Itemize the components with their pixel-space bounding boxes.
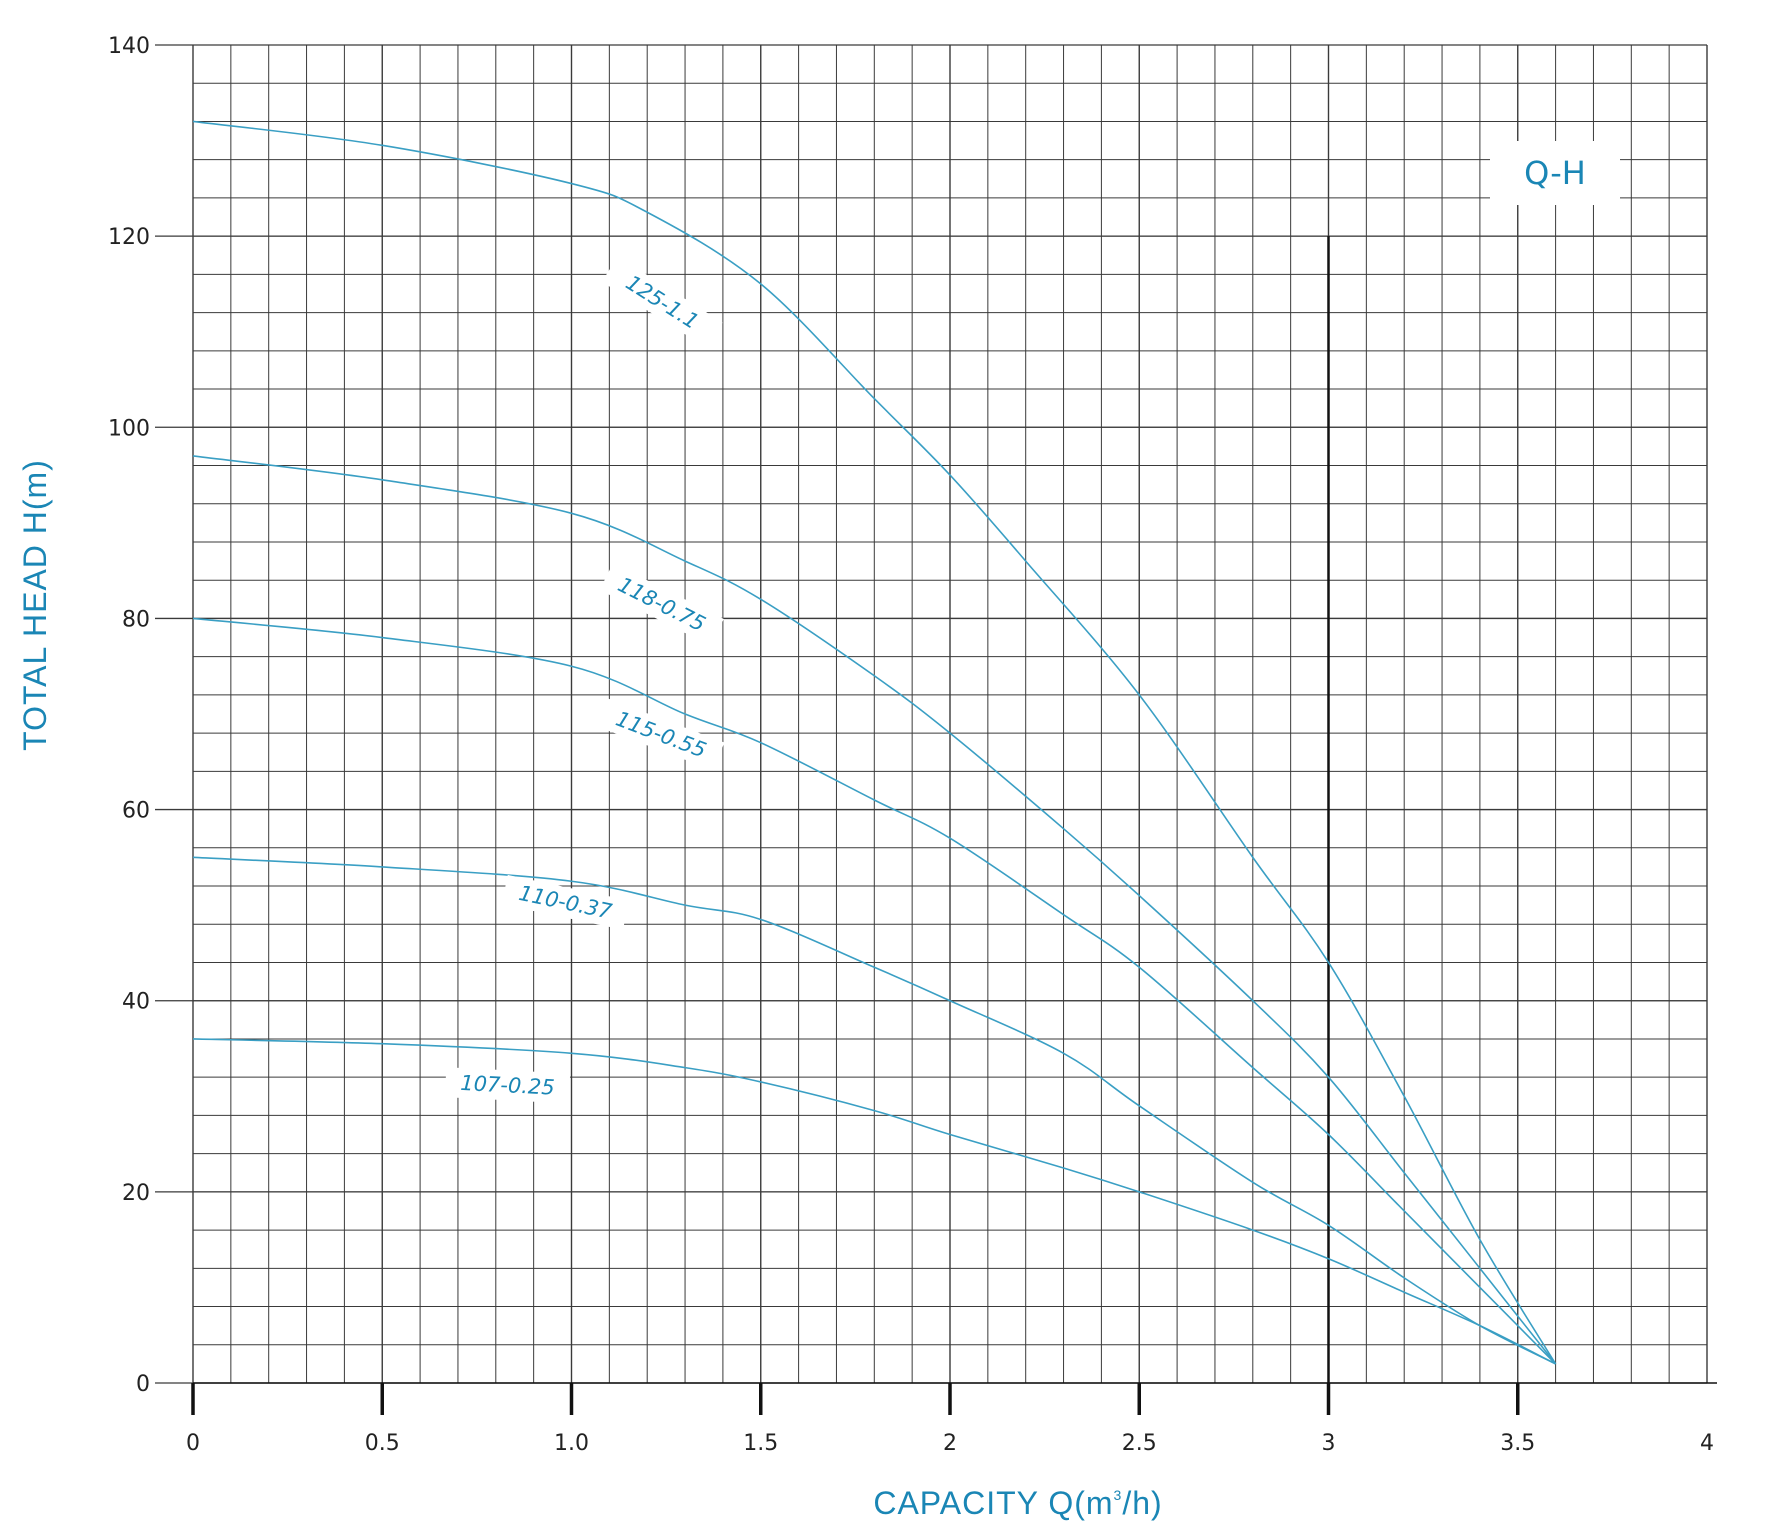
curve-125-1.1 bbox=[192, 120, 1557, 1365]
curve-label-107-0.25: 107-0.25 bbox=[460, 1071, 556, 1100]
grid-major bbox=[155, 44, 1707, 1384]
x-axis-title: CAPACITY Q(m3/h) bbox=[873, 1485, 1162, 1521]
curve-110-0.37 bbox=[192, 856, 1556, 1365]
grid-minor bbox=[192, 44, 1708, 1384]
y-tick-label: 20 bbox=[122, 1181, 150, 1206]
x-tick-label: 1.5 bbox=[743, 1431, 778, 1456]
y-tick-label: 80 bbox=[122, 607, 150, 632]
performance-curves bbox=[192, 120, 1557, 1365]
x-axis-title-main: CAPACITY Q(m bbox=[873, 1485, 1113, 1521]
x-tick-label: 0.5 bbox=[365, 1431, 400, 1456]
x-tick-label: 3 bbox=[1322, 1431, 1336, 1456]
x-tick-label: 2.5 bbox=[1122, 1431, 1157, 1456]
curve-107-0.25 bbox=[192, 1038, 1556, 1365]
y-tick-label: 40 bbox=[122, 990, 150, 1015]
y-tick-label: 100 bbox=[108, 416, 150, 441]
x-axis-title-sup: 3 bbox=[1114, 1487, 1123, 1503]
curve-115-0.55 bbox=[192, 617, 1557, 1365]
x-tick-label: 3.5 bbox=[1500, 1431, 1535, 1456]
curve-label-125-1.1: 125-1.1 bbox=[622, 270, 703, 334]
curve-118-0.75 bbox=[192, 455, 1557, 1365]
curve-label-bg bbox=[444, 1067, 571, 1104]
y-axis: 0 20 40 60 80 100 120 140 bbox=[108, 34, 150, 1397]
curve-label-118-0.75: 118-0.75 bbox=[614, 572, 709, 636]
x-axis: 0 0.5 1.0 1.5 2 2.5 3 3.5 4 bbox=[186, 1382, 1717, 1456]
y-tick-label: 140 bbox=[108, 34, 150, 59]
x-tick-label: 1.0 bbox=[554, 1431, 589, 1456]
x-tick-label: 2 bbox=[943, 1431, 957, 1456]
curve-label-bg bbox=[599, 563, 724, 646]
x-tick-label: 0 bbox=[186, 1431, 200, 1456]
legend-background bbox=[1490, 141, 1620, 205]
y-tick-label: 120 bbox=[108, 225, 150, 250]
curve-label-bg bbox=[501, 874, 630, 930]
x-tick-label: 4 bbox=[1700, 1431, 1714, 1456]
y-tick-label: 60 bbox=[122, 799, 150, 824]
curve-label-bg bbox=[597, 698, 725, 771]
legend-qh: Q-H bbox=[1524, 154, 1586, 192]
curve-label-bg bbox=[601, 256, 723, 348]
y-axis-title: TOTAL HEAD H(m) bbox=[17, 459, 53, 751]
curve-label-115-0.55: 115-0.55 bbox=[613, 707, 710, 763]
x-axis-title-tail: /h) bbox=[1122, 1485, 1162, 1521]
legend-box: Q-H bbox=[1490, 141, 1620, 205]
y-tick-label: 0 bbox=[136, 1372, 150, 1397]
